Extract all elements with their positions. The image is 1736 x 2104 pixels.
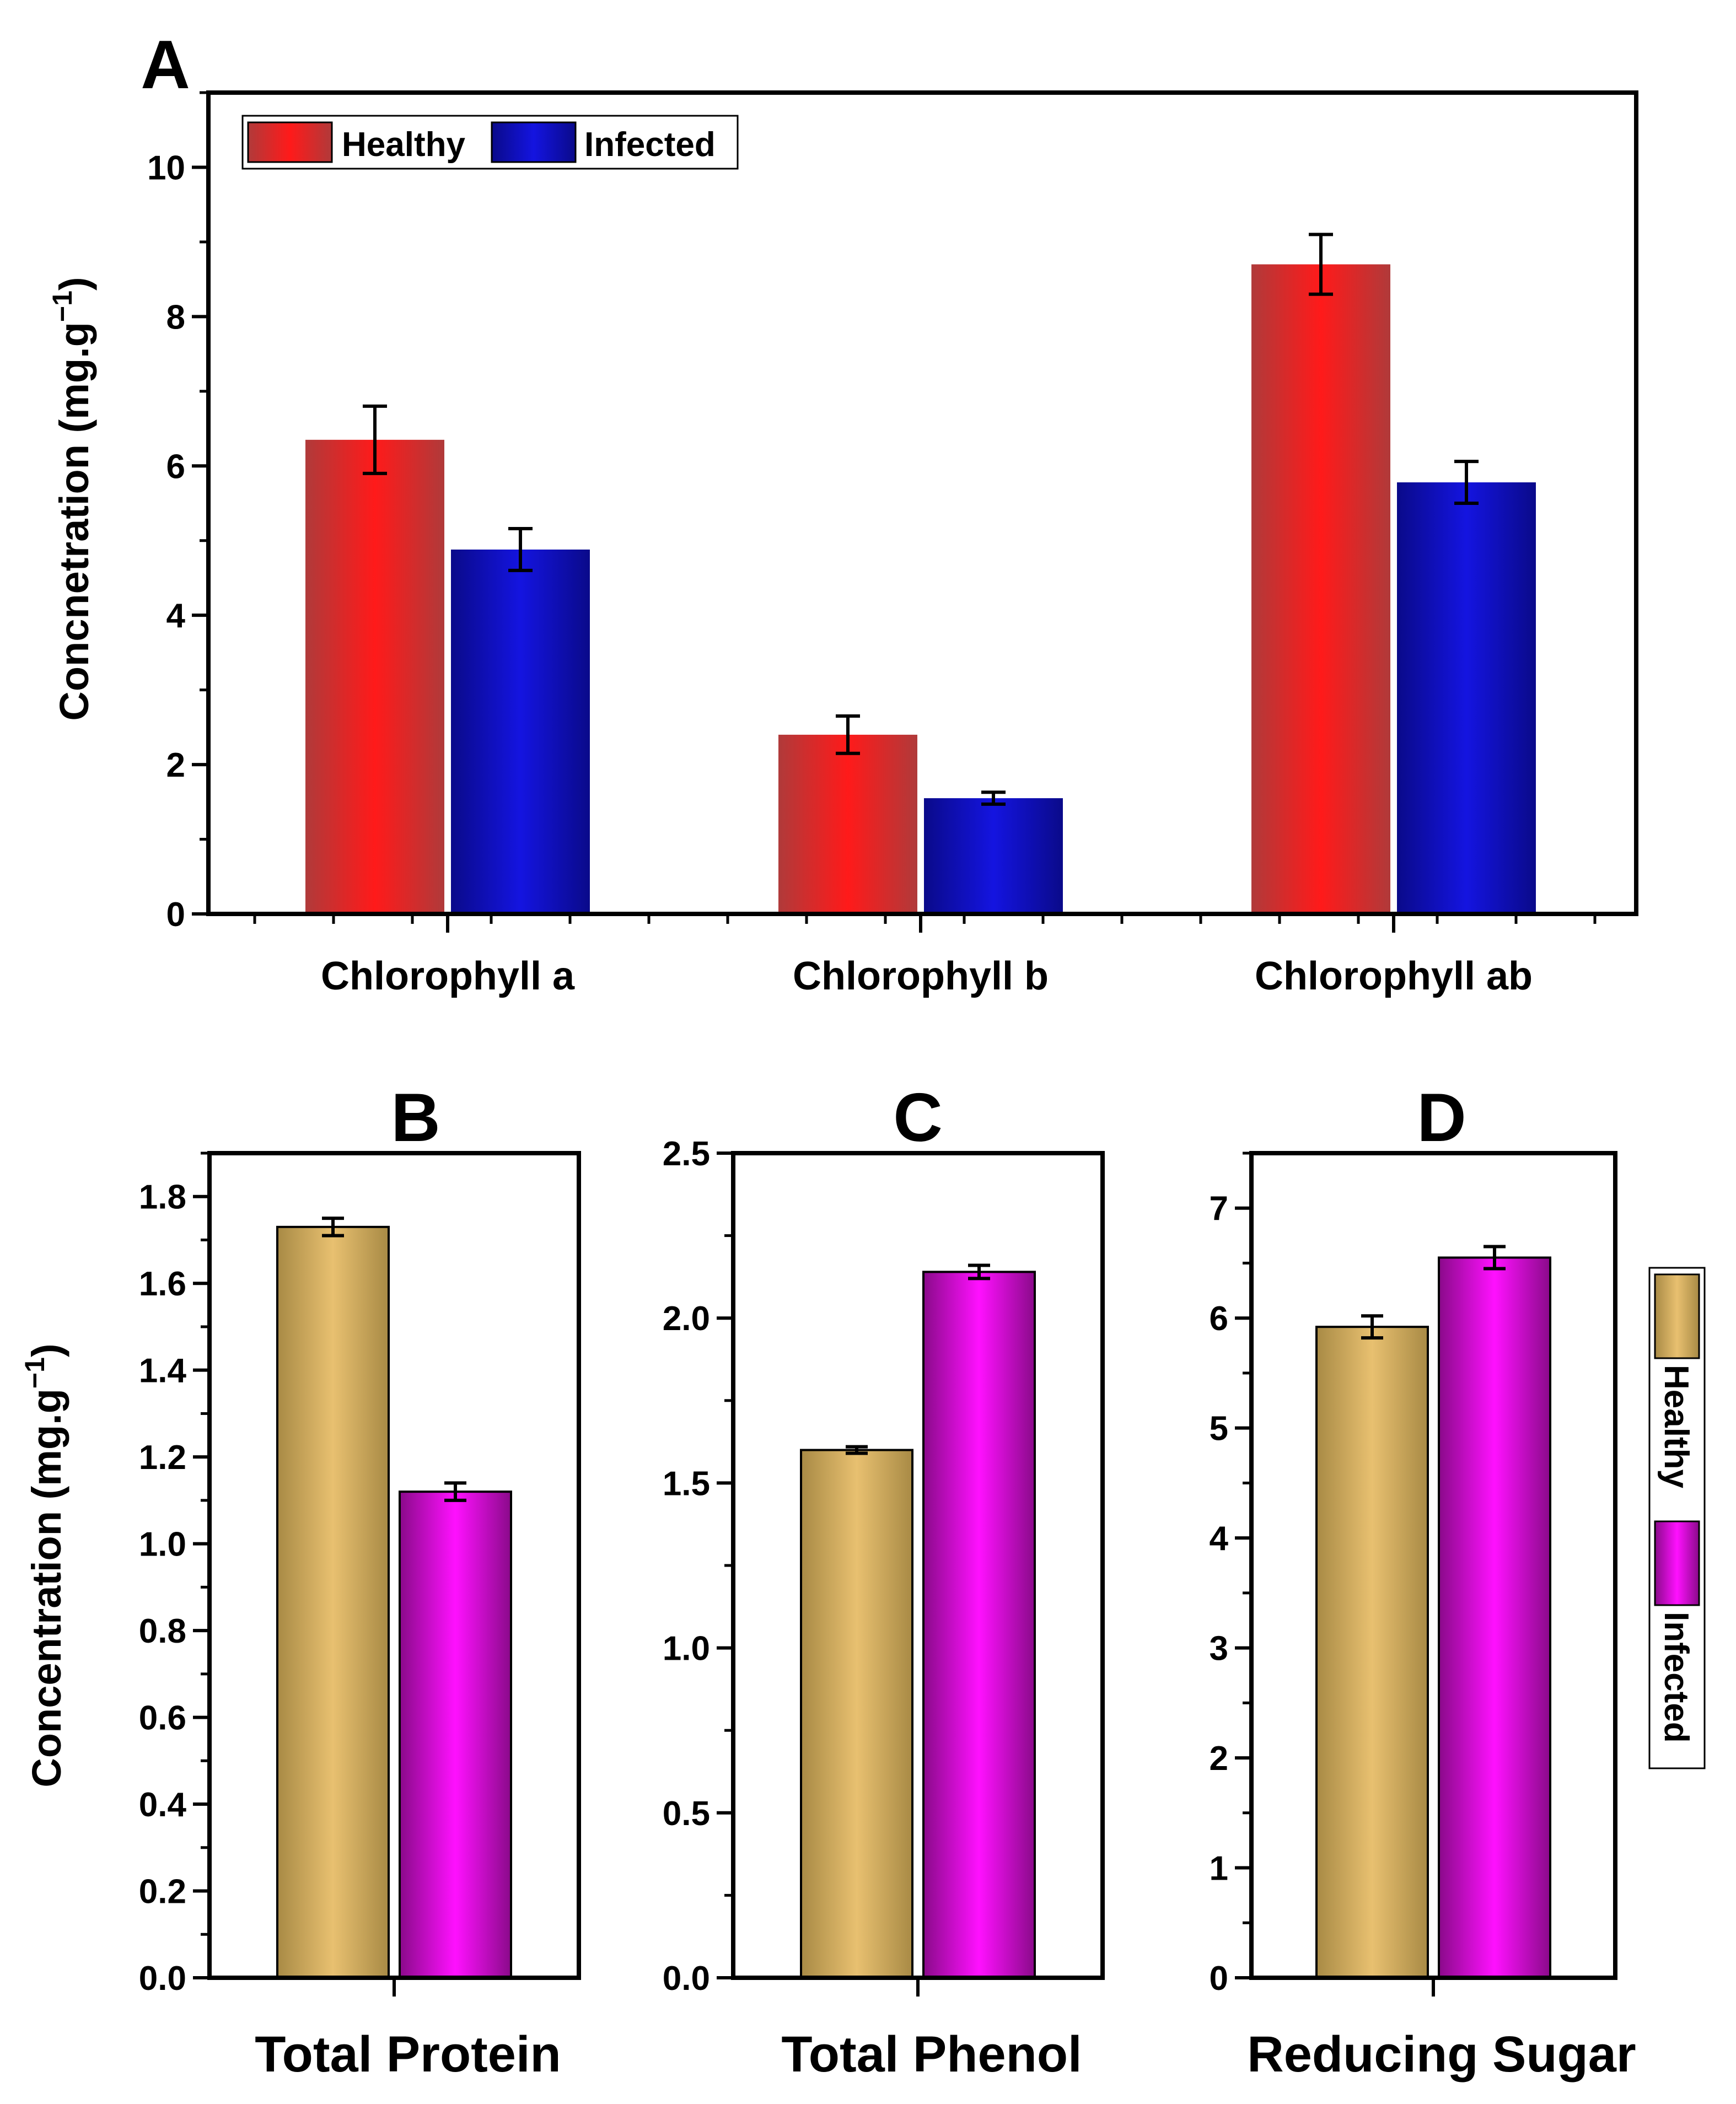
plot-frame-b	[207, 1151, 581, 1980]
y-tick-label-b: 1.4	[139, 1352, 187, 1390]
bar-b-healthy	[276, 1225, 390, 1979]
x-category-label-a: Chlorophyll a	[321, 954, 575, 998]
legend-d-healthy-label: Healthy	[1657, 1365, 1695, 1488]
y-tick-label-c: 1.5	[663, 1465, 710, 1503]
category-label-c: Total Phenol	[781, 2026, 1082, 2083]
legend-a-infected-label: Infected	[584, 126, 716, 164]
y-tick-label-d: 1	[1210, 1850, 1228, 1888]
bar-a-infected-3	[1397, 482, 1536, 914]
plot-frame-c	[731, 1151, 1105, 1980]
category-label-b: Total Protein	[255, 2026, 561, 2083]
y-tick-label-d: 0	[1210, 1960, 1228, 1998]
y-tick-label-b: 0.2	[139, 1873, 186, 1911]
y-tick-label-b: 1.0	[139, 1526, 186, 1564]
category-label-d: Reducing Sugar	[1247, 2026, 1636, 2083]
panel-d: D 0 1 2 3 4 5 6 7 Reducing Sugar Healthy Infect…	[1210, 1080, 1706, 2083]
y-tick-label-d: 7	[1210, 1190, 1228, 1228]
y-tick-label-c: 2.5	[663, 1135, 710, 1173]
panel-letter-a: A	[141, 27, 190, 103]
legend-d-infected-swatch	[1654, 1520, 1700, 1606]
y-tick-label-c: 2.0	[663, 1300, 710, 1338]
bar-a-healthy-3	[1251, 264, 1390, 914]
bar-c-infected	[922, 1271, 1036, 1979]
legend-a-healthy-label: Healthy	[342, 126, 465, 164]
legend-a: Healthy Infected	[241, 115, 739, 170]
x-category-label-a: Chlorophyll b	[793, 954, 1049, 998]
y-tick-label-c: 0.5	[663, 1795, 710, 1833]
y-tick-label-a: 2	[166, 746, 185, 784]
y-tick-label-b: 1.6	[139, 1265, 186, 1303]
plot-frame-a	[206, 90, 1638, 916]
bar-b-infected	[399, 1490, 512, 1979]
panel-b: B 0.0 0.2 0.4 0.6 0.8 1.0 1.2 1.4 1.6 1.8 Concent…	[19, 1080, 581, 2083]
y-tick-label-b: 0.4	[139, 1786, 187, 1824]
bar-d-infected	[1438, 1256, 1551, 1979]
bar-a-infected-2	[924, 798, 1063, 914]
bar-a-infected-1	[451, 549, 590, 914]
plot-frame-d	[1249, 1151, 1617, 1980]
legend-d-healthy-swatch	[1654, 1273, 1700, 1359]
y-tick-label-b: 1.2	[139, 1439, 186, 1477]
y-tick-label-a: 6	[166, 448, 185, 486]
y-tick-label-b: 0.8	[139, 1612, 186, 1650]
legend-a-infected-swatch	[491, 121, 577, 163]
y-axis-title-a: Concnetration (mg.g−1)	[47, 277, 97, 720]
panel-a: A 0 2 4 6 8 10 Concnetration (mg.g−1) Chlorop…	[47, 27, 1638, 998]
bar-a-healthy-2	[778, 734, 917, 914]
y-axis-title-b: Concentration (mg.g−1)	[19, 1343, 69, 1787]
legend-d-infected-label: Infected	[1657, 1612, 1695, 1743]
legend-d: Healthy Infected	[1648, 1267, 1706, 1769]
x-category-label-a: Chlorophyll ab	[1255, 954, 1533, 998]
y-tick-label-a: 8	[166, 298, 185, 336]
y-tick-label-b: 0.6	[139, 1699, 186, 1737]
panel-c: C 0.0 0.5 1.0 1.5 2.0 2.5 Total Phenol	[663, 1080, 1105, 2083]
y-tick-label-a: 0	[166, 896, 185, 934]
bar-a-healthy-1	[305, 439, 444, 914]
y-tick-label-b: 0.0	[139, 1960, 186, 1998]
y-tick-label-c: 1.0	[663, 1630, 710, 1668]
y-tick-label-d: 5	[1210, 1410, 1228, 1448]
panel-letter-c: C	[893, 1080, 943, 1156]
y-tick-label-d: 2	[1210, 1740, 1228, 1778]
y-tick-label-d: 3	[1210, 1630, 1228, 1668]
y-tick-label-a: 10	[147, 149, 185, 187]
panel-letter-d: D	[1417, 1080, 1466, 1156]
y-tick-label-c: 0.0	[663, 1960, 710, 1998]
y-tick-label-d: 4	[1210, 1520, 1229, 1558]
y-tick-label-d: 6	[1210, 1300, 1228, 1338]
bar-c-healthy	[800, 1449, 913, 1979]
legend-a-healthy-swatch	[247, 121, 333, 163]
y-tick-label-a: 4	[166, 597, 186, 635]
y-tick-label-b: 1.8	[139, 1179, 186, 1217]
panel-letter-b: B	[391, 1080, 440, 1156]
bar-d-healthy	[1315, 1326, 1429, 1979]
